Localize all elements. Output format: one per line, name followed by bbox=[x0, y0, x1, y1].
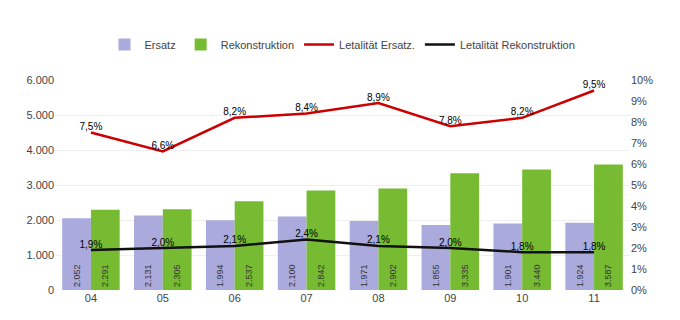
svg-text:08: 08 bbox=[372, 292, 384, 304]
svg-text:3%: 3% bbox=[631, 221, 647, 233]
svg-text:6%: 6% bbox=[631, 158, 647, 170]
svg-text:04: 04 bbox=[85, 292, 97, 304]
svg-text:3.440: 3.440 bbox=[532, 264, 542, 287]
svg-text:2.100: 2.100 bbox=[287, 264, 297, 287]
svg-text:9,5%: 9,5% bbox=[583, 79, 606, 90]
svg-text:2,0%: 2,0% bbox=[439, 237, 462, 248]
svg-text:1.901: 1.901 bbox=[503, 264, 513, 287]
svg-text:Rekonstruktion: Rekonstruktion bbox=[221, 39, 294, 51]
svg-text:1%: 1% bbox=[631, 263, 647, 275]
svg-text:5.000: 5.000 bbox=[26, 109, 54, 121]
svg-text:1.000: 1.000 bbox=[26, 249, 54, 261]
svg-text:3.587: 3.587 bbox=[603, 264, 613, 287]
svg-text:10%: 10% bbox=[631, 74, 653, 86]
svg-text:06: 06 bbox=[229, 292, 241, 304]
svg-text:2.902: 2.902 bbox=[388, 264, 398, 287]
svg-text:2.291: 2.291 bbox=[100, 264, 110, 287]
svg-text:1.855: 1.855 bbox=[431, 264, 441, 287]
svg-text:10: 10 bbox=[516, 292, 528, 304]
svg-text:2.537: 2.537 bbox=[244, 264, 254, 287]
svg-text:9%: 9% bbox=[631, 95, 647, 107]
svg-text:1,9%: 1,9% bbox=[80, 239, 103, 250]
svg-text:3.335: 3.335 bbox=[460, 264, 470, 287]
svg-text:0%: 0% bbox=[631, 284, 647, 296]
svg-text:5%: 5% bbox=[631, 179, 647, 191]
svg-text:1.971: 1.971 bbox=[359, 264, 369, 287]
svg-text:8,9%: 8,9% bbox=[367, 92, 390, 103]
svg-text:3.000: 3.000 bbox=[26, 179, 54, 191]
svg-text:2.305: 2.305 bbox=[172, 264, 182, 287]
svg-text:2%: 2% bbox=[631, 242, 647, 254]
svg-text:1,8%: 1,8% bbox=[511, 241, 534, 252]
svg-text:09: 09 bbox=[444, 292, 456, 304]
svg-text:1,8%: 1,8% bbox=[583, 241, 606, 252]
svg-text:7%: 7% bbox=[631, 137, 647, 149]
svg-text:8,4%: 8,4% bbox=[295, 102, 318, 113]
svg-text:2,0%: 2,0% bbox=[151, 237, 174, 248]
svg-text:6.000: 6.000 bbox=[26, 74, 54, 86]
svg-text:4.000: 4.000 bbox=[26, 144, 54, 156]
svg-text:1.994: 1.994 bbox=[215, 264, 225, 287]
svg-text:0: 0 bbox=[48, 284, 54, 296]
svg-text:8,2%: 8,2% bbox=[223, 106, 246, 117]
svg-text:7,8%: 7,8% bbox=[439, 115, 462, 126]
svg-text:6,6%: 6,6% bbox=[151, 140, 174, 151]
svg-text:8,2%: 8,2% bbox=[511, 106, 534, 117]
svg-text:1.924: 1.924 bbox=[575, 264, 585, 287]
svg-text:05: 05 bbox=[157, 292, 169, 304]
svg-text:7,5%: 7,5% bbox=[80, 121, 103, 132]
svg-text:4%: 4% bbox=[631, 200, 647, 212]
svg-text:2.052: 2.052 bbox=[72, 264, 82, 287]
svg-text:2.000: 2.000 bbox=[26, 214, 54, 226]
svg-text:Letalität Rekonstruktion: Letalität Rekonstruktion bbox=[460, 39, 575, 51]
svg-text:8%: 8% bbox=[631, 116, 647, 128]
svg-text:11: 11 bbox=[588, 292, 599, 304]
svg-text:2,1%: 2,1% bbox=[223, 234, 246, 245]
svg-text:07: 07 bbox=[300, 292, 312, 304]
svg-text:2,1%: 2,1% bbox=[367, 234, 390, 245]
svg-text:Letalität Ersatz.: Letalität Ersatz. bbox=[339, 39, 415, 51]
svg-text:2,4%: 2,4% bbox=[295, 228, 318, 239]
svg-text:2.131: 2.131 bbox=[143, 264, 153, 287]
svg-text:2.842: 2.842 bbox=[316, 264, 326, 287]
svg-text:Ersatz: Ersatz bbox=[145, 39, 176, 51]
